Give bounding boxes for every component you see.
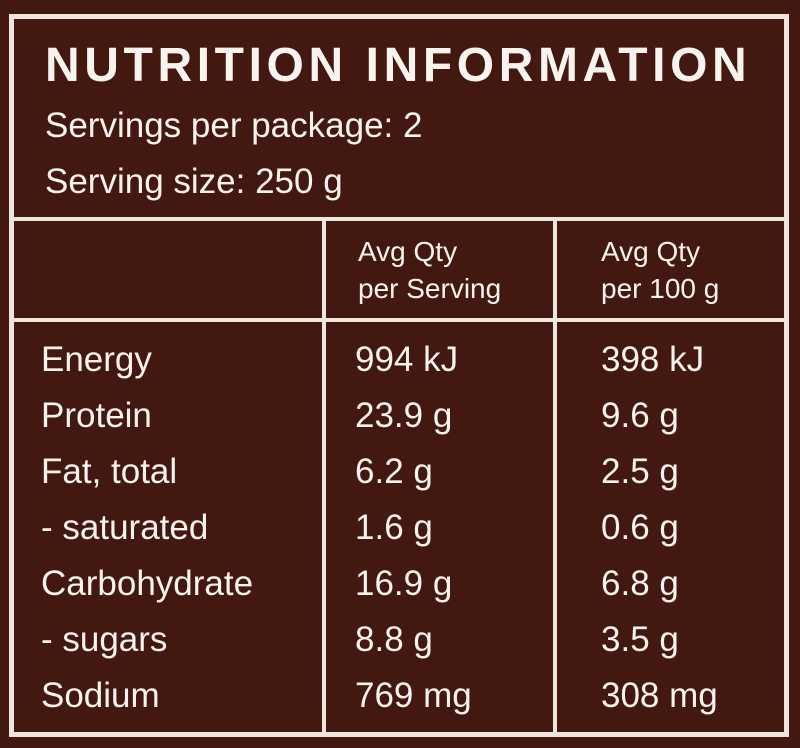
nutrient-row-sodium: Sodium 769 mg 308 mg [14, 671, 784, 727]
serving-size: Serving size: 250 g [45, 162, 343, 201]
nutrient-per-serving: 23.9 g [355, 396, 453, 435]
nutrient-per-serving: 769 mg [355, 676, 472, 715]
nutrient-per-100g: 2.5 g [601, 452, 679, 491]
column-header-line: Avg Qty [601, 236, 701, 267]
nutrient-rows: Energy 994 kJ 398 kJ Protein 23.9 g 9.6 … [14, 335, 784, 727]
panel-title: NUTRITION INFORMATION [45, 39, 752, 92]
nutrient-name: - saturated [41, 508, 209, 547]
nutrient-row-energy: Energy 994 kJ 398 kJ [14, 335, 784, 391]
column-header-line: per 100 g [601, 273, 720, 304]
nutrient-per-serving: 8.8 g [355, 620, 433, 659]
nutrition-panel: NUTRITION INFORMATION Servings per packa… [9, 14, 789, 737]
nutrient-row-protein: Protein 23.9 g 9.6 g [14, 391, 784, 447]
column-header-per-serving: Avg Qty per Serving [358, 233, 501, 307]
nutrient-per-serving: 16.9 g [355, 564, 453, 603]
nutrient-per-serving: 994 kJ [355, 340, 459, 379]
nutrient-name: Energy [41, 340, 152, 379]
nutrient-row-saturated: - saturated 1.6 g 0.6 g [14, 503, 784, 559]
nutrient-per-100g: 308 mg [601, 676, 718, 715]
column-divider-1 [322, 217, 326, 732]
nutrient-row-sugars: - sugars 8.8 g 3.5 g [14, 615, 784, 671]
nutrient-name: Sodium [41, 676, 160, 715]
nutrient-per-100g: 3.5 g [601, 620, 679, 659]
nutrient-per-100g: 0.6 g [601, 508, 679, 547]
nutrient-per-serving: 6.2 g [355, 452, 433, 491]
nutrient-per-100g: 9.6 g [601, 396, 679, 435]
nutrient-per-100g: 6.8 g [601, 564, 679, 603]
nutrient-per-serving: 1.6 g [355, 508, 433, 547]
column-divider-2 [553, 217, 557, 732]
nutrient-name: Carbohydrate [41, 564, 254, 603]
servings-per-package: Servings per package: 2 [45, 106, 423, 145]
column-header-line: per Serving [358, 273, 502, 304]
nutrient-name: - sugars [41, 620, 168, 659]
nutrient-row-fat-total: Fat, total 6.2 g 2.5 g [14, 447, 784, 503]
column-header-per-100g: Avg Qty per 100 g [601, 233, 719, 307]
column-header-line: Avg Qty [358, 236, 458, 267]
nutrient-per-100g: 398 kJ [601, 340, 705, 379]
column-header-divider [14, 318, 784, 322]
nutrient-name: Fat, total [41, 452, 178, 491]
nutrient-row-carbohydrate: Carbohydrate 16.9 g 6.8 g [14, 559, 784, 615]
header-divider [14, 217, 784, 221]
nutrient-name: Protein [41, 396, 152, 435]
